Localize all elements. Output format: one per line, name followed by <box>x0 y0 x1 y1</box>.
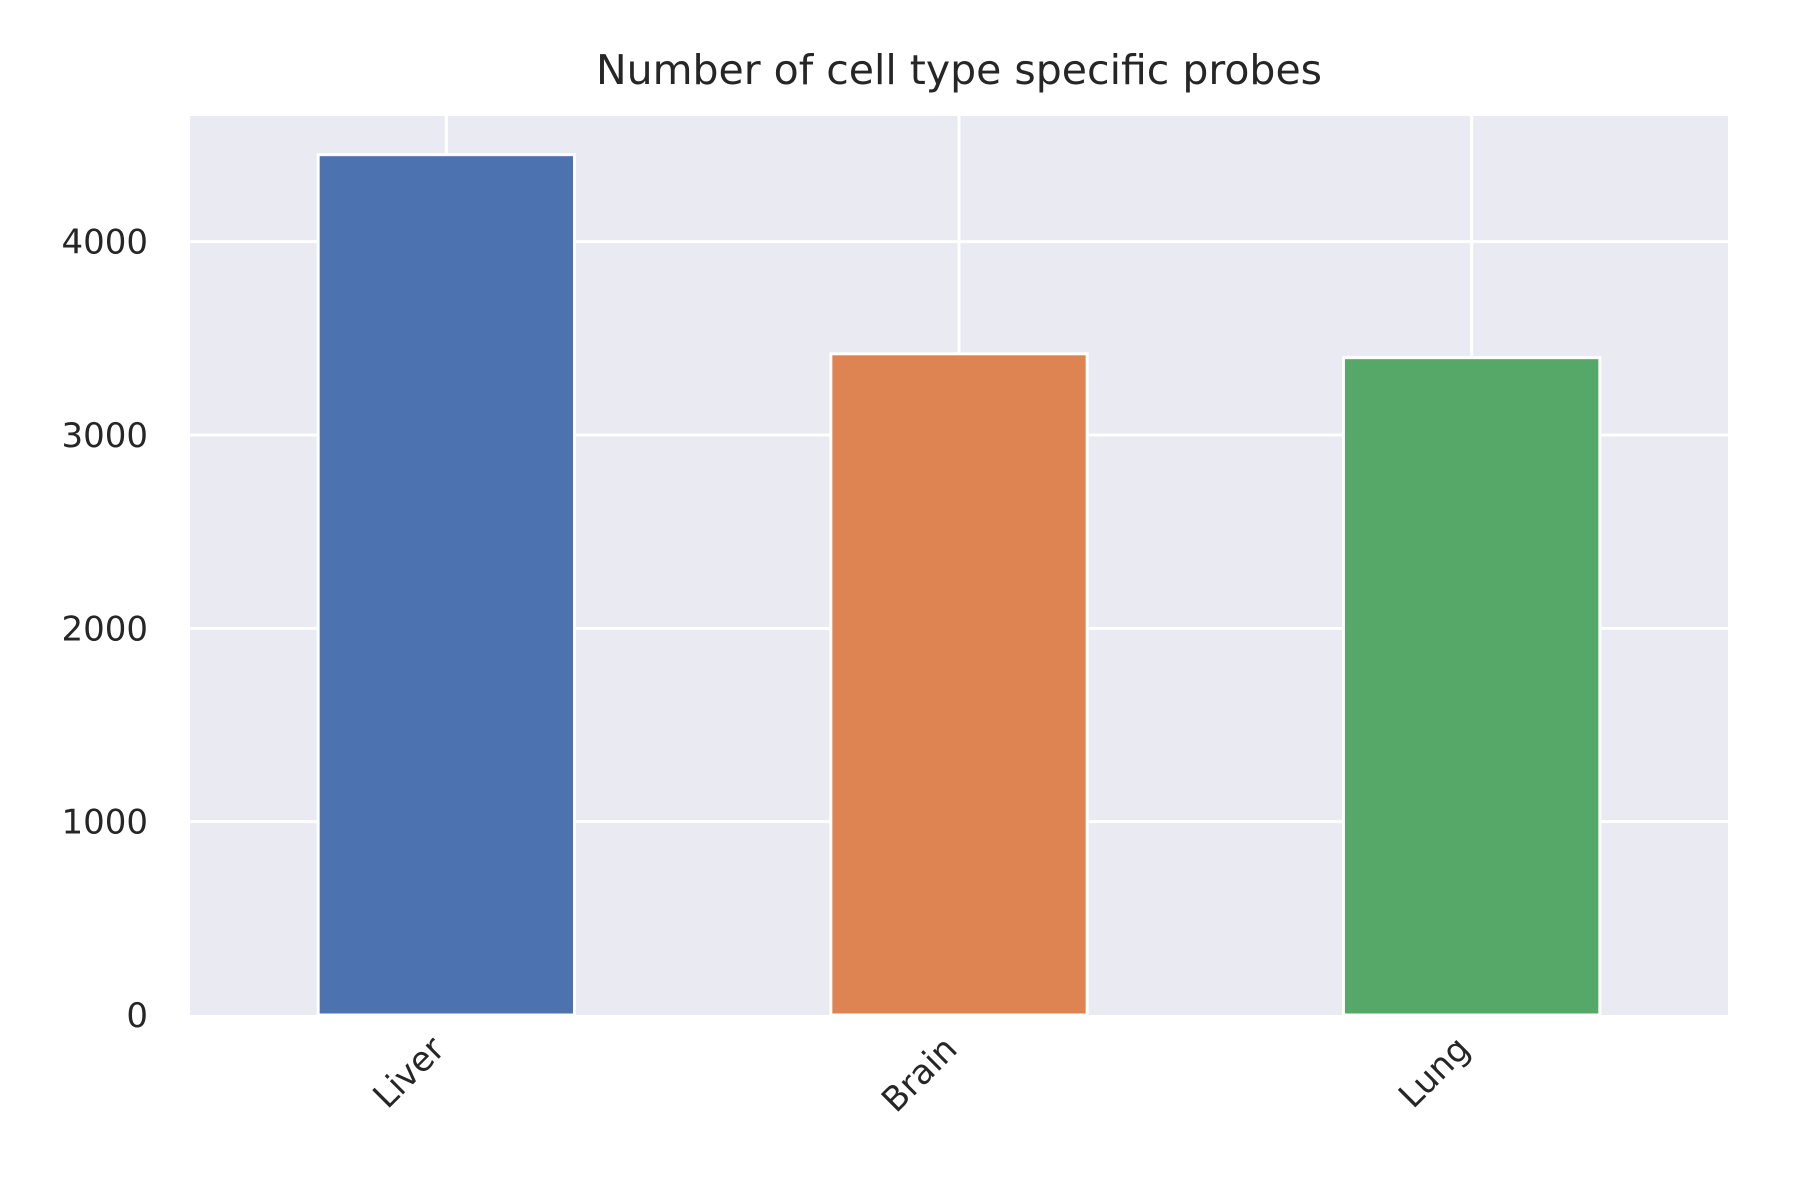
y-axis-ticks: 0 1000 2000 3000 4000 <box>61 223 148 1036</box>
y-tick-label: 1000 <box>61 803 148 843</box>
y-tick-label: 3000 <box>61 416 148 456</box>
bars <box>316 153 1602 1017</box>
x-tick-label-liver: Liver <box>365 1029 452 1116</box>
y-tick-label: 0 <box>126 996 148 1036</box>
bar-lung <box>1342 356 1602 1017</box>
y-tick-label: 2000 <box>61 609 148 649</box>
x-tick-label-brain: Brain <box>874 1029 965 1120</box>
bar-brain <box>829 352 1089 1017</box>
bar-liver <box>316 153 576 1017</box>
x-tick-label-lung: Lung <box>1391 1029 1478 1116</box>
y-tick-label: 4000 <box>61 223 148 263</box>
chart-title: Number of cell type specific probes <box>596 46 1322 94</box>
x-axis-ticks: Liver Brain Lung <box>365 1029 1478 1120</box>
